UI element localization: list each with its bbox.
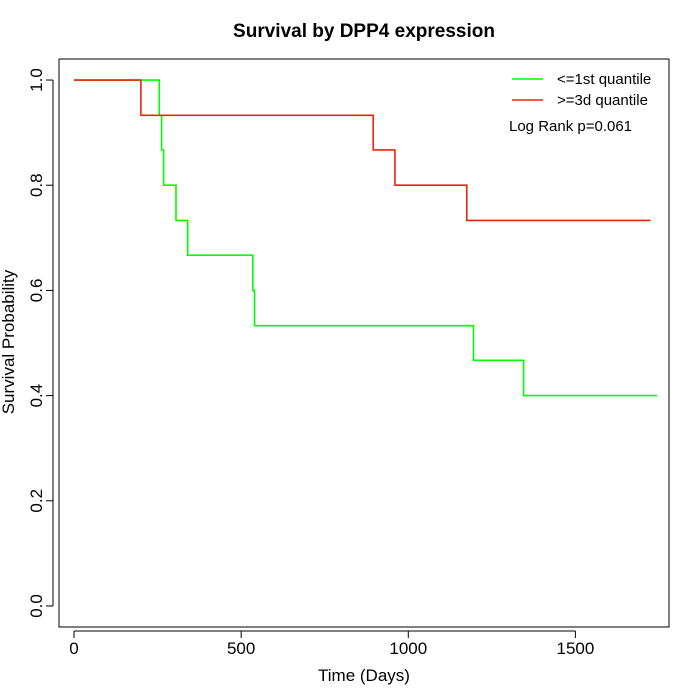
x-tick-label: 500 bbox=[227, 639, 255, 658]
y-tick-label: 0.0 bbox=[27, 594, 46, 618]
axes: 0 500 1000 1500 0.0 0.2 0.4 0.6 0.8 1.0 bbox=[27, 58, 670, 658]
plot-frame bbox=[58, 58, 670, 628]
legend: <=1st quantile >=3d quantile bbox=[512, 71, 651, 109]
y-tick-label: 0.6 bbox=[27, 279, 46, 303]
legend-label-2: >=3d quantile bbox=[557, 92, 648, 109]
y-tick-label: 0.2 bbox=[27, 489, 46, 513]
x-tick-label: 1000 bbox=[389, 639, 427, 658]
y-tick-label: 0.8 bbox=[27, 173, 46, 197]
log-rank-annotation: Log Rank p=0.061 bbox=[509, 118, 632, 135]
x-tick-label: 1500 bbox=[556, 639, 594, 658]
chart-title: Survival by DPP4 expression bbox=[233, 21, 495, 42]
plot-area bbox=[74, 79, 658, 397]
series-line-2 bbox=[74, 79, 651, 222]
x-axis-label: Time (Days) bbox=[318, 666, 410, 685]
legend-label-1: <=1st quantile bbox=[557, 71, 651, 88]
y-tick-label: 0.4 bbox=[27, 384, 46, 408]
series-line-1 bbox=[74, 79, 658, 397]
y-axis-label: Survival Probability bbox=[0, 269, 18, 414]
y-tick-label: 1.0 bbox=[27, 68, 46, 92]
x-tick-label: 0 bbox=[69, 639, 78, 658]
